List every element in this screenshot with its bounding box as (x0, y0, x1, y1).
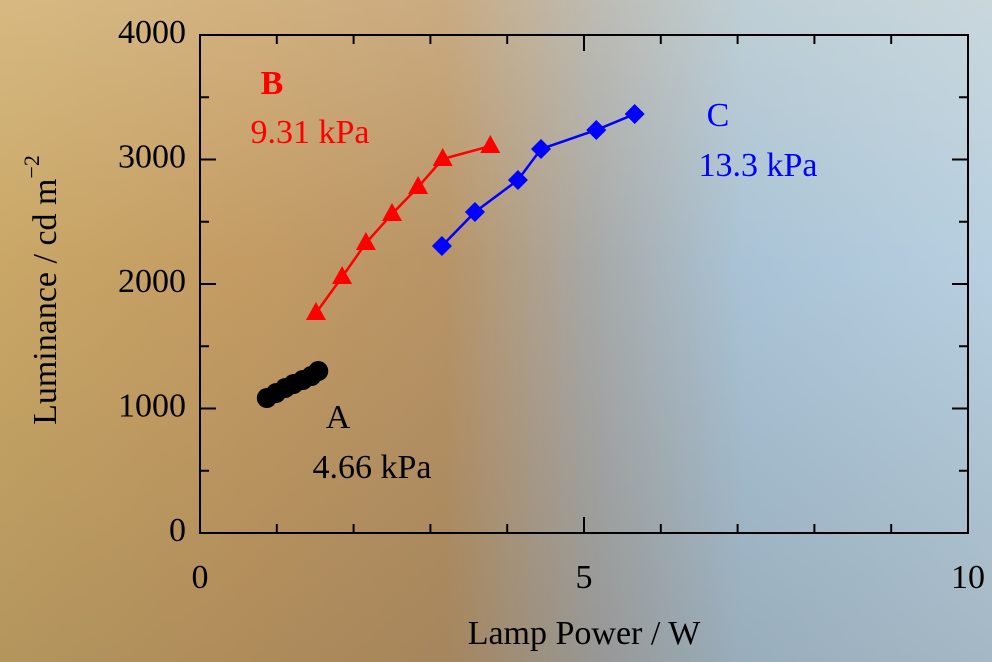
y-tick-label: 2000 (118, 263, 186, 300)
marker (625, 104, 645, 124)
marker (480, 135, 500, 153)
y-tick-label: 0 (169, 512, 186, 549)
y-tick-label: 4000 (118, 14, 186, 51)
annotation: 13.3 kPa (699, 147, 818, 184)
annotation: 9.31 kPa (251, 114, 370, 151)
x-tick-label: 5 (576, 559, 593, 596)
y-axis-label-sup: −2 (19, 155, 44, 178)
annotation: 4.66 kPa (313, 449, 432, 486)
y-axis-label: Luminance / cd m−2 (19, 155, 64, 425)
background: Lamp Power / W Luminance / cd m−2 0 5 10 0 1… (0, 0, 992, 662)
annotation: B (261, 65, 284, 102)
annotation: C (707, 97, 730, 134)
x-axis-label: Lamp Power / W (468, 615, 702, 652)
marker (308, 361, 328, 381)
x-tick-label: 10 (951, 559, 985, 596)
y-axis-label-text: Luminance / cd m (27, 179, 64, 425)
marker (508, 170, 528, 190)
y-tick-label: 3000 (118, 138, 186, 175)
series-line (316, 146, 490, 313)
chart: Lamp Power / W Luminance / cd m−2 0 5 10 0 1… (0, 0, 992, 662)
annotation: A (326, 399, 351, 436)
y-tick-label: 1000 (118, 387, 186, 424)
x-tick-label: 0 (192, 559, 209, 596)
series-line (442, 114, 635, 246)
marker (586, 120, 606, 140)
marker (531, 139, 551, 159)
